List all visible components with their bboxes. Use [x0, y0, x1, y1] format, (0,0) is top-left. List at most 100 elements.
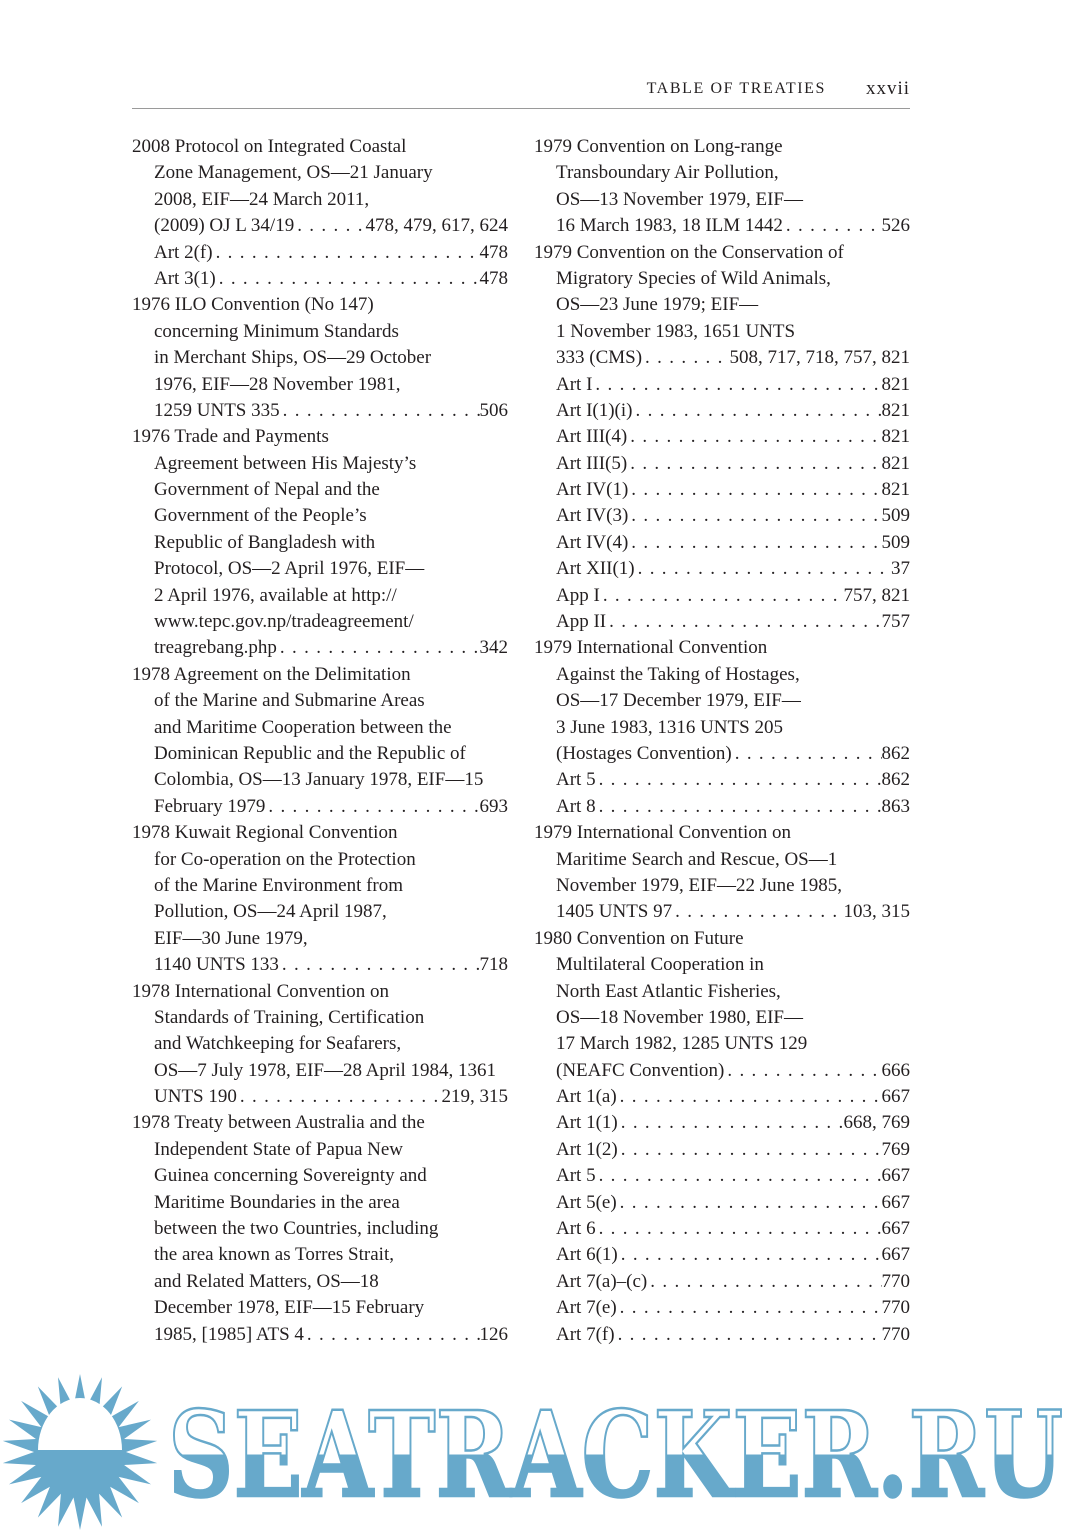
entry-text: Zone Management, OS—21 January: [154, 162, 433, 184]
entry-line: Art IV(1) 821: [534, 477, 910, 503]
entry-text: Art 1(2): [556, 1138, 618, 1160]
entry-line: Against the Taking of Hostages,: [534, 662, 910, 688]
entry-line: Art XII(1) 37: [534, 556, 910, 582]
entry-text: www.tepc.gov.np/tradeagreement/: [154, 611, 414, 633]
page-reference: 478: [479, 241, 509, 263]
entry-line: OS—18 November 1980, EIF—: [534, 1005, 910, 1031]
entry-text: Art IV(3): [556, 505, 629, 527]
entry-text: and Related Matters, OS—18: [154, 1270, 379, 1292]
entry-line: Art 3(1) 478: [132, 266, 508, 292]
entry-heading-line: 1978 International Convention on: [132, 979, 508, 1005]
entry-text: and Maritime Cooperation between the: [154, 716, 452, 738]
entry-text: Art 8: [556, 795, 596, 817]
entry-text: Protocol, OS—2 April 1976, EIF—: [154, 558, 425, 580]
entry-text: Art 7(a)–(c): [556, 1270, 648, 1292]
entry-text: 16 March 1983, 18 ILM 1442: [556, 215, 783, 237]
header-rule: [132, 108, 910, 109]
entry-text: 1978 Kuwait Regional Convention: [132, 822, 398, 844]
entry-line: of the Marine and Submarine Areas: [132, 688, 508, 714]
entry-line: between the two Countries, including: [132, 1216, 508, 1242]
entry-text: UNTS 190: [154, 1086, 237, 1108]
entry-text: App II: [556, 611, 607, 633]
entry-text: Art 5: [556, 769, 596, 791]
entry-text: 2008 Protocol on Integrated Coastal: [132, 136, 407, 157]
entry-text: Art 6(1): [556, 1244, 618, 1266]
entry-line: OS—23 June 1979; EIF—: [534, 292, 910, 318]
entry-text: 333 (CMS): [556, 347, 643, 369]
entry-line: Transboundary Air Pollution,: [534, 160, 910, 186]
entry-text: 1985, [1985] ATS 4: [154, 1323, 304, 1345]
dot-leader: [216, 266, 480, 292]
entry-text: Republic of Bangladesh with: [154, 531, 376, 553]
sun-highlight: [38, 1398, 122, 1450]
entry-text: 1978 Treaty between Australia and the: [132, 1112, 425, 1134]
entry-heading-line: 1979 Convention on Long-range: [534, 134, 910, 160]
entry-text: 1405 UNTS 97: [556, 901, 673, 923]
page-number: xxvii: [865, 78, 910, 99]
entry-text: November 1979, EIF—22 June 1985,: [556, 874, 843, 896]
entry-text: OS—17 December 1979, EIF—: [556, 690, 801, 712]
treaty-entry: 1976 Trade and Payments Agreement between…: [132, 424, 508, 662]
entry-text: and Watchkeeping for Seafarers,: [154, 1033, 402, 1055]
treaty-entry: 1979 Convention on the Conservation of Mi…: [534, 240, 910, 636]
entry-text: Migratory Species of Wild Animals,: [556, 267, 831, 289]
entry-text: 17 March 1982, 1285 UNTS 129: [556, 1033, 808, 1055]
entry-text: Art III(4): [556, 426, 628, 448]
entry-text: Maritime Search and Rescue, OS—1: [556, 848, 838, 870]
entry-line: 1976, EIF—28 November 1981,: [132, 372, 508, 398]
entry-line: Independent State of Papua New: [132, 1137, 508, 1163]
page-reference: 667: [881, 1086, 911, 1108]
dot-leader: [672, 899, 843, 925]
entry-text: Art 7(e): [556, 1297, 617, 1319]
entry-text: 1976 Trade and Payments: [132, 426, 329, 448]
dot-leader: [304, 1322, 480, 1348]
entry-text: 1976, EIF—28 November 1981,: [154, 373, 401, 395]
page-reference: 863: [881, 795, 911, 817]
entry-line: 3 June 1983, 1316 UNTS 205: [534, 715, 910, 741]
entry-text: Dominican Republic and the Republic of: [154, 742, 466, 764]
page-reference: 821: [881, 426, 911, 448]
treaty-entry: 1978 Agreement on the Delimitation of the…: [132, 662, 508, 820]
page-reference: 508, 717, 718, 757, 821: [729, 347, 911, 369]
page-reference: 509: [881, 505, 911, 527]
entry-line: Art III(4) 821: [534, 424, 910, 450]
page-reference: 478, 479, 617, 624: [365, 215, 509, 237]
page-reference: 342: [479, 637, 509, 659]
entry-text: Transboundary Air Pollution,: [556, 162, 779, 184]
dot-leader: [628, 530, 881, 556]
dot-leader: [732, 741, 882, 767]
entry-line: Maritime Search and Rescue, OS—1: [534, 847, 910, 873]
entry-text: Art IV(1): [556, 479, 629, 501]
entry-text: treagrebang.php: [154, 637, 277, 659]
page-reference: 667: [881, 1165, 911, 1187]
entry-line: Art 5(e) 667: [534, 1190, 910, 1216]
entry-line: UNTS 190 219, 315: [132, 1084, 508, 1110]
page-reference: 693: [479, 795, 509, 817]
dot-leader: [628, 477, 881, 503]
entry-line: Art III(5) 821: [534, 451, 910, 477]
entry-line: (NEAFC Convention) 666: [534, 1058, 910, 1084]
page-reference: 821: [881, 399, 911, 421]
entry-text: EIF—30 June 1979,: [154, 927, 308, 949]
entry-text: concerning Minimum Standards: [154, 320, 399, 342]
entry-line: Art 7(a)–(c) 770: [534, 1269, 910, 1295]
entry-line: December 1978, EIF—15 February: [132, 1295, 508, 1321]
dot-leader: [237, 1084, 442, 1110]
entry-heading-line: 1980 Convention on Future: [534, 926, 910, 952]
entry-line: treagrebang.php 342: [132, 635, 508, 661]
page-reference: 126: [479, 1323, 509, 1345]
entry-line: November 1979, EIF—22 June 1985,: [534, 873, 910, 899]
entry-text: Art III(5): [556, 452, 628, 474]
entry-text: (Hostages Convention): [556, 742, 732, 764]
entry-text: Art I: [556, 373, 593, 395]
entry-line: North East Atlantic Fisheries,: [534, 979, 910, 1005]
entry-heading-line: 1978 Treaty between Australia and the: [132, 1110, 508, 1136]
page-reference: 509: [881, 531, 911, 553]
entry-line: www.tepc.gov.np/tradeagreement/: [132, 609, 508, 635]
page-reference: 667: [881, 1191, 911, 1213]
dot-leader: [592, 372, 881, 398]
dot-leader: [265, 794, 479, 820]
entry-text: Art 7(f): [556, 1323, 615, 1345]
entry-line: Art IV(4) 509: [534, 530, 910, 556]
page-reference: 506: [479, 399, 509, 421]
